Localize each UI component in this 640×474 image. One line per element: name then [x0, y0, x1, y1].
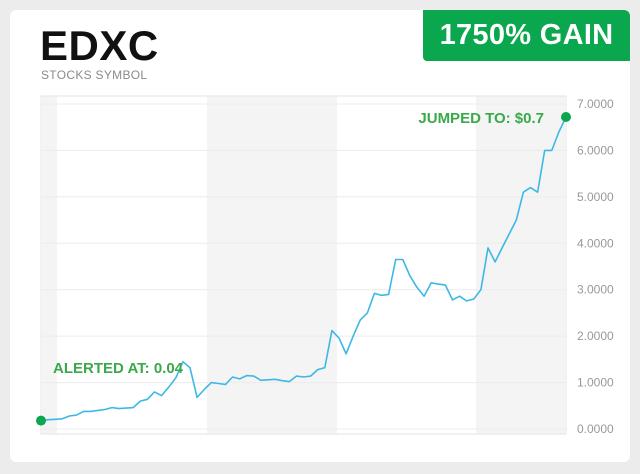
plot-band — [476, 96, 566, 434]
y-tick-label: 1.0000 — [577, 376, 614, 390]
y-tick-label: 0.0000 — [577, 422, 614, 436]
gain-badge: 1750% GAIN — [423, 10, 630, 61]
end-point-marker — [561, 112, 571, 122]
y-tick-label: 5.0000 — [577, 190, 614, 204]
y-tick-label: 3.0000 — [577, 283, 614, 297]
stock-symbol: EDXC — [40, 22, 159, 69]
plot-band — [41, 96, 57, 434]
plot-band — [207, 96, 337, 434]
y-tick-label: 6.0000 — [577, 143, 614, 157]
price-line — [40, 116, 567, 422]
start-point-marker — [36, 415, 46, 426]
y-tick-label: 4.0000 — [577, 236, 614, 250]
stock-subtitle: STOCKS SYMBOL — [41, 68, 148, 82]
y-tick-label: 7.0000 — [577, 97, 614, 111]
y-tick-label: 2.0000 — [577, 329, 614, 343]
alert-annotation: ALERTED AT: 0.04 — [53, 360, 184, 377]
jump-annotation: JUMPED TO: $0.7 — [418, 110, 544, 127]
